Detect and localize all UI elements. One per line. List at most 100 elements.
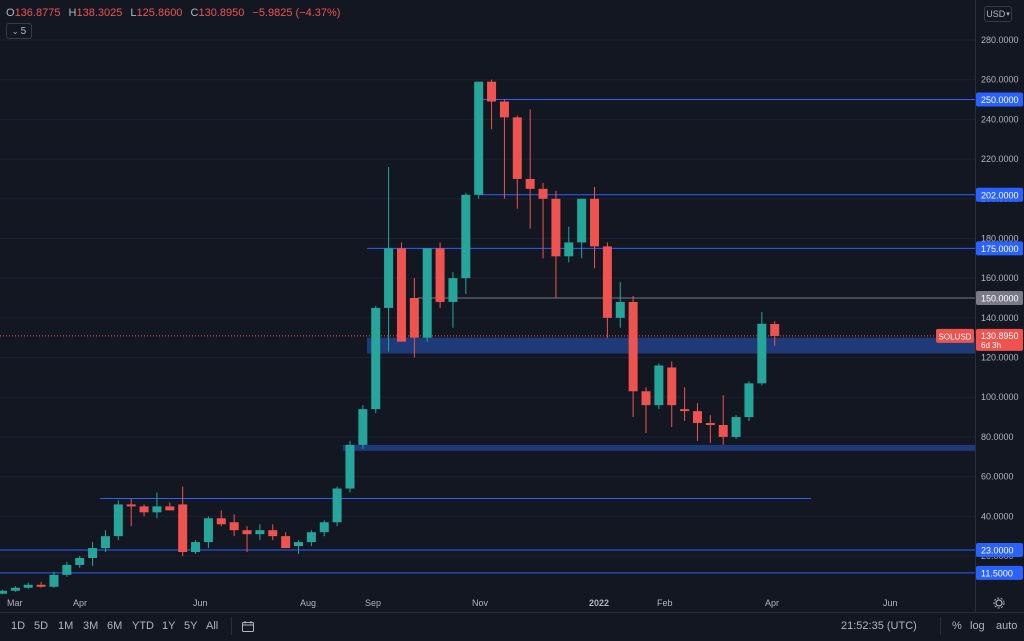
- candle-body[interactable]: [229, 522, 239, 531]
- candle-body[interactable]: [512, 117, 522, 179]
- candle-body[interactable]: [88, 548, 98, 558]
- currency-selector[interactable]: USD ▾: [984, 6, 1012, 22]
- goto-date-icon[interactable]: [241, 620, 255, 632]
- candle-body[interactable]: [384, 248, 394, 308]
- candle-body[interactable]: [10, 587, 20, 591]
- candle-body[interactable]: [525, 178, 535, 189]
- candle-body[interactable]: [744, 383, 754, 418]
- candle-body[interactable]: [602, 246, 612, 318]
- low-value: 125.8600: [136, 7, 183, 19]
- candle-body[interactable]: [126, 504, 136, 507]
- candle-body[interactable]: [731, 417, 741, 437]
- candle-body[interactable]: [281, 536, 291, 549]
- candle-body[interactable]: [23, 584, 33, 588]
- candle-body[interactable]: [680, 409, 690, 412]
- candle-body[interactable]: [435, 248, 445, 302]
- candle-body[interactable]: [615, 301, 625, 318]
- candle-body[interactable]: [49, 574, 59, 587]
- settings-gear-icon[interactable]: [993, 597, 1005, 609]
- candle-body[interactable]: [62, 564, 72, 575]
- chevron-down-icon: ⌄: [11, 26, 19, 36]
- timeframe-button-5d[interactable]: 5D: [34, 620, 49, 632]
- indicator-toggle[interactable]: ⌄ 5: [6, 23, 32, 39]
- candle-body[interactable]: [332, 488, 342, 523]
- candle-body[interactable]: [255, 530, 265, 535]
- timeframe-button-1m[interactable]: 1M: [58, 620, 74, 632]
- clock[interactable]: 21:52:35 (UTC): [841, 620, 917, 632]
- support-zone: [367, 337, 975, 354]
- timeframe-button-3m[interactable]: 3M: [83, 620, 99, 632]
- candle-body[interactable]: [139, 506, 149, 513]
- open-key: O: [6, 7, 15, 19]
- ohlc-legend: O136.8775 H138.3025 L125.8600 C130.8950 …: [6, 7, 345, 19]
- candle-body[interactable]: [757, 323, 767, 384]
- high-value: 138.3025: [76, 7, 123, 19]
- timeframe-button-ytd[interactable]: YTD: [132, 620, 154, 632]
- candle-body[interactable]: [0, 590, 7, 594]
- auto-toggle[interactable]: auto: [996, 620, 1018, 632]
- candle-body[interactable]: [667, 367, 677, 406]
- candle-body[interactable]: [628, 301, 638, 392]
- timeframe-button-6m[interactable]: 6M: [107, 620, 123, 632]
- high-key: H: [68, 7, 77, 19]
- candle-body[interactable]: [577, 198, 587, 243]
- candle-body[interactable]: [358, 409, 368, 445]
- candle-body[interactable]: [203, 518, 213, 543]
- currency-label: USD: [986, 9, 1006, 19]
- candle-body[interactable]: [474, 81, 484, 195]
- candle-body[interactable]: [422, 248, 432, 338]
- candle-body[interactable]: [409, 298, 419, 338]
- candle-body[interactable]: [152, 506, 162, 513]
- candle-body[interactable]: [705, 423, 715, 426]
- candle-body[interactable]: [242, 530, 252, 535]
- percent-toggle[interactable]: %: [952, 620, 962, 632]
- bottom-toolbar: [0, 612, 1024, 641]
- price-axis[interactable]: [975, 0, 1024, 612]
- timeframe-button-5y[interactable]: 5Y: [184, 620, 198, 632]
- candle-body[interactable]: [487, 81, 497, 102]
- chart-area[interactable]: [0, 0, 975, 612]
- candle-body[interactable]: [590, 198, 600, 247]
- change-value: −5.9825 (−4.37%): [252, 7, 341, 19]
- candle-body[interactable]: [191, 542, 201, 553]
- close-value: 130.8950: [198, 7, 245, 19]
- candle-body[interactable]: [306, 532, 316, 543]
- candle-body[interactable]: [641, 391, 651, 406]
- candle-body[interactable]: [718, 425, 728, 437]
- timeframe-button-1y[interactable]: 1Y: [162, 620, 176, 632]
- candle-body[interactable]: [36, 584, 46, 587]
- candle-body[interactable]: [692, 411, 702, 424]
- candle-body[interactable]: [499, 101, 509, 118]
- timeframe-button-all[interactable]: All: [206, 620, 219, 632]
- low-key: L: [130, 7, 137, 19]
- candle-body[interactable]: [448, 278, 458, 302]
- candle-body[interactable]: [551, 198, 561, 257]
- divider: [940, 617, 941, 635]
- candle-body[interactable]: [345, 444, 355, 489]
- candle-body[interactable]: [178, 504, 188, 553]
- candle-body[interactable]: [113, 504, 123, 537]
- candle-body[interactable]: [461, 194, 471, 279]
- candle-body[interactable]: [294, 542, 304, 547]
- interval-badge: 5: [20, 25, 27, 37]
- open-value: 136.8775: [14, 7, 61, 19]
- candlestick-chart[interactable]: [0, 0, 975, 612]
- candle-body[interactable]: [654, 365, 664, 406]
- candle-body[interactable]: [319, 522, 329, 533]
- chevron-down-icon: ▾: [1006, 11, 1010, 18]
- timeframe-button-1d[interactable]: 1D: [11, 620, 26, 632]
- support-zone: [343, 444, 975, 451]
- candle-body[interactable]: [268, 530, 278, 537]
- candle-body[interactable]: [165, 506, 175, 511]
- log-toggle[interactable]: log: [970, 620, 985, 632]
- candle-body[interactable]: [564, 242, 574, 257]
- candle-body[interactable]: [216, 518, 226, 525]
- candle-body[interactable]: [371, 307, 381, 410]
- candle-body[interactable]: [100, 536, 110, 549]
- divider: [231, 617, 232, 635]
- close-key: C: [190, 7, 199, 19]
- candle-body[interactable]: [538, 188, 548, 199]
- candle-body[interactable]: [396, 248, 406, 342]
- candle-body[interactable]: [770, 324, 780, 336]
- candle-body[interactable]: [75, 557, 85, 565]
